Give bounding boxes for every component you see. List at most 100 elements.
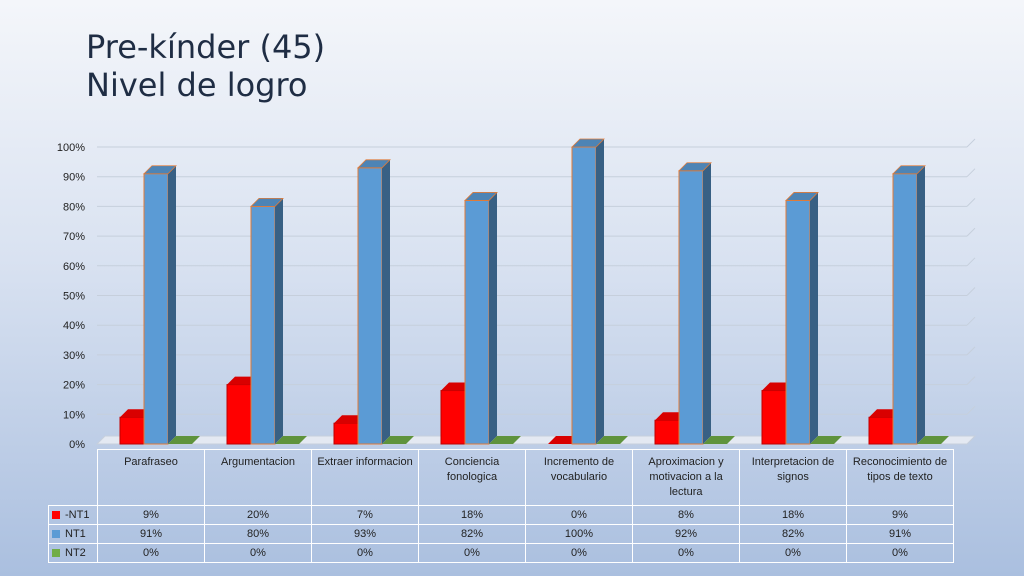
category-label: Incremento de vocabulario bbox=[525, 449, 633, 506]
bar-side bbox=[703, 162, 711, 444]
bar-top bbox=[810, 436, 842, 444]
bar-side bbox=[275, 198, 283, 444]
legend-label: -NT1 bbox=[65, 509, 90, 521]
table-cell: 91% bbox=[97, 524, 205, 544]
table-header-row: Parafraseo Argumentacion Extraer informa… bbox=[48, 449, 954, 506]
y-axis: 0% 10% 20% 30% 40% 50% 60% 70% 80% 90% 100% bbox=[57, 142, 85, 450]
y-tick-label: 40% bbox=[63, 320, 85, 332]
bar bbox=[917, 436, 949, 444]
bar-chart: 0% 10% 20% 30% 40% 50% 60% 70% 80% 90% 100% bbox=[57, 138, 977, 450]
y-tick-label: 0% bbox=[69, 439, 85, 450]
category-label: Conciencia fonologica bbox=[418, 449, 526, 506]
bar-front bbox=[464, 199, 490, 445]
legend-label: NT1 bbox=[65, 528, 86, 540]
bar bbox=[143, 165, 177, 445]
y-tick-label: 10% bbox=[63, 409, 85, 421]
bar bbox=[250, 197, 284, 445]
bar bbox=[275, 436, 307, 444]
bar-front bbox=[333, 422, 359, 445]
category-label: Reconocimiento de tipos de texto bbox=[846, 449, 954, 506]
table-cell: 100% bbox=[525, 524, 633, 544]
gridline bbox=[966, 346, 976, 356]
table-cell: 0% bbox=[418, 543, 526, 563]
bar-front bbox=[440, 390, 466, 445]
gridline bbox=[966, 405, 976, 415]
bar bbox=[596, 436, 628, 444]
bar bbox=[382, 436, 414, 444]
table-cell: 0% bbox=[525, 543, 633, 563]
bar bbox=[785, 192, 819, 445]
table-cell: 82% bbox=[418, 524, 526, 544]
bar-top bbox=[892, 165, 926, 175]
bar-front bbox=[678, 170, 704, 445]
legend-entry: NT2 bbox=[48, 543, 98, 563]
bar-top bbox=[917, 436, 949, 444]
table-cell: 7% bbox=[311, 505, 419, 525]
table-cell: 0% bbox=[846, 543, 954, 563]
bar-top bbox=[489, 436, 521, 444]
bar-side bbox=[168, 165, 176, 445]
y-tick-label: 50% bbox=[63, 291, 85, 303]
gridline bbox=[966, 287, 976, 296]
bar-side bbox=[489, 192, 497, 444]
y-tick-label: 90% bbox=[63, 172, 85, 184]
table-cell: 9% bbox=[97, 505, 205, 525]
bar bbox=[810, 436, 842, 444]
bar-top bbox=[168, 436, 200, 444]
legend-entry: -NT1 bbox=[48, 505, 98, 525]
bar-front bbox=[868, 416, 894, 445]
bar-front bbox=[143, 173, 169, 445]
category-label: Extraer informacion bbox=[311, 449, 419, 506]
table-cell: 20% bbox=[204, 505, 312, 525]
legend-label: NT2 bbox=[65, 547, 86, 559]
bar-top bbox=[571, 138, 605, 148]
bar-top bbox=[596, 436, 628, 444]
data-table: Parafraseo Argumentacion Extraer informa… bbox=[48, 449, 954, 563]
category-label: Parafraseo bbox=[97, 449, 205, 506]
chart-title-line-2: Nivel de logro bbox=[86, 66, 308, 104]
legend-key bbox=[52, 511, 60, 520]
bar-top bbox=[785, 192, 819, 201]
bar bbox=[168, 436, 200, 444]
bar bbox=[489, 436, 521, 444]
bar-side bbox=[596, 139, 604, 444]
bar-top bbox=[678, 162, 712, 172]
bar-front bbox=[357, 167, 383, 445]
table-cell: 0% bbox=[525, 505, 633, 525]
table-row: NT2 0% 0% 0% 0% 0% 0% 0% 0% bbox=[48, 543, 954, 563]
bar bbox=[464, 192, 498, 445]
table-cell: 0% bbox=[632, 543, 740, 563]
chart-title: Pre-kínder (45) Nivel de logro bbox=[86, 28, 325, 104]
y-tick-label: 20% bbox=[63, 380, 85, 392]
table-cell: 8% bbox=[632, 505, 740, 525]
table-row: -NT1 9% 20% 7% 18% 0% 8% 18% 9% bbox=[48, 505, 954, 525]
y-tick-label: 30% bbox=[63, 350, 85, 362]
table-cell: 91% bbox=[846, 524, 954, 544]
bar-front bbox=[571, 146, 597, 445]
legend-key bbox=[52, 530, 60, 539]
y-tick-label: 100% bbox=[57, 142, 85, 154]
bar-front bbox=[761, 390, 787, 445]
gridline bbox=[966, 316, 976, 326]
y-tick-label: 80% bbox=[63, 201, 85, 213]
bar-top bbox=[464, 192, 498, 201]
category-label: Argumentacion bbox=[204, 449, 312, 506]
gridline bbox=[966, 376, 976, 385]
gridline bbox=[966, 227, 976, 237]
category-label: Aproximacion y motivacion a la lectura bbox=[632, 449, 740, 506]
table-cell: 80% bbox=[204, 524, 312, 544]
bar-front bbox=[226, 384, 252, 445]
table-cell: 0% bbox=[204, 543, 312, 563]
bar-top bbox=[703, 436, 735, 444]
bar-top bbox=[250, 197, 284, 207]
bar-side bbox=[382, 159, 390, 445]
legend-key bbox=[52, 549, 60, 558]
table-cell: 0% bbox=[311, 543, 419, 563]
gridline bbox=[966, 168, 976, 178]
category-label: Interpretacion de signos bbox=[739, 449, 847, 506]
bar bbox=[357, 159, 391, 445]
bar-top bbox=[143, 165, 177, 175]
bar-top bbox=[382, 436, 414, 444]
gridline bbox=[966, 198, 976, 207]
bar bbox=[571, 138, 605, 445]
